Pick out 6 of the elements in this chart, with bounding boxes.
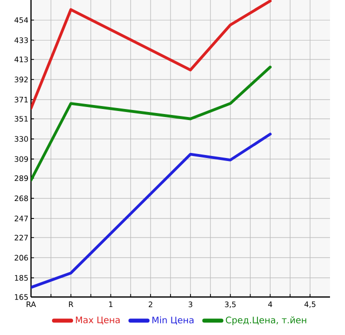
- line-series: [31, 0, 272, 110]
- legend-label: Сред.Цена, т.йен: [226, 316, 306, 326]
- legend-label: Max Цена: [76, 316, 120, 325]
- line-series: [31, 132, 272, 289]
- legend-label: Min Цена: [152, 316, 194, 325]
- line-series: [31, 66, 272, 182]
